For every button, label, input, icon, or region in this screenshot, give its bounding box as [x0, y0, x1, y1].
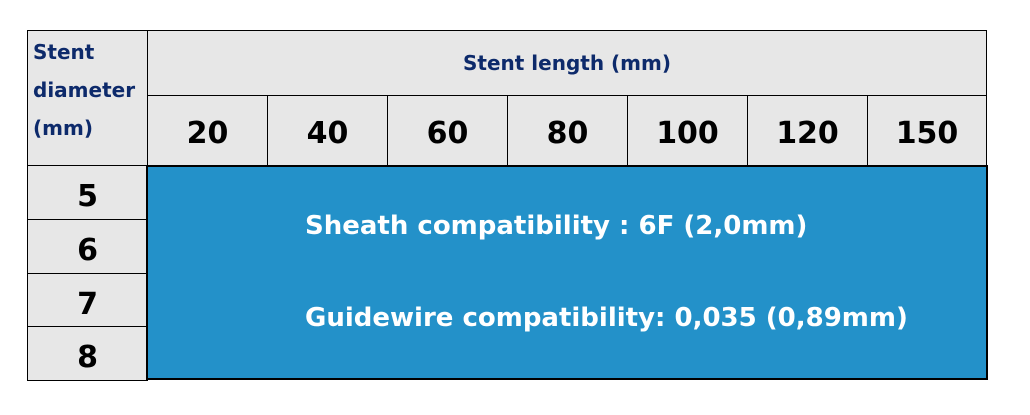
- length-120: 120: [747, 95, 868, 166]
- guidewire-compatibility: Guidewire compatibility: 0,035 (0,89mm): [305, 303, 908, 333]
- stent-diameter-header: Stent diameter (mm): [27, 30, 148, 166]
- length-40: 40: [267, 95, 388, 166]
- stent-length-header: Stent length (mm): [147, 30, 987, 96]
- length-60: 60: [387, 95, 508, 166]
- compatibility-block: Sheath compatibility : 6F (2,0mm) Guidew…: [146, 165, 988, 380]
- diameter-5: 5: [27, 165, 148, 220]
- length-150: 150: [867, 95, 987, 166]
- length-80: 80: [507, 95, 628, 166]
- diameter-6: 6: [27, 218, 148, 274]
- length-100: 100: [627, 95, 748, 166]
- length-20: 20: [147, 95, 268, 166]
- diameter-8: 8: [27, 326, 148, 382]
- diameter-7: 7: [27, 272, 148, 328]
- sheath-compatibility: Sheath compatibility : 6F (2,0mm): [305, 211, 808, 241]
